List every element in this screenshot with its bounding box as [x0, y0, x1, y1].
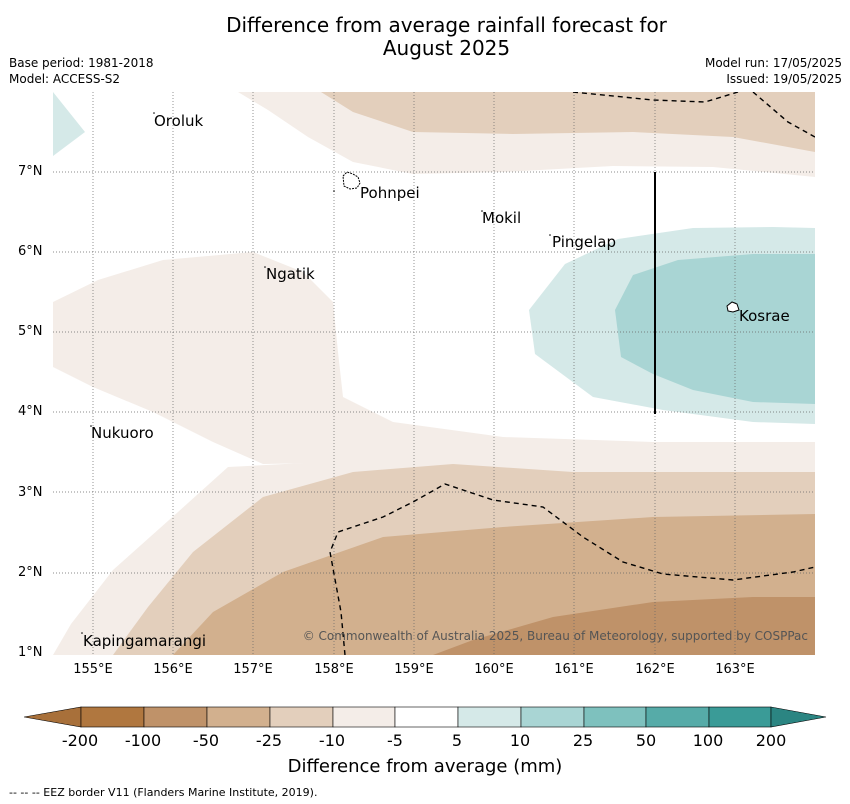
place-oroluk: Oroluk — [154, 112, 203, 130]
colorbar-seg-9 — [645, 706, 710, 728]
eez-border-north — [572, 92, 815, 138]
colorbar-seg-0 — [80, 706, 145, 728]
lon-tick-156: 156°E — [153, 662, 193, 677]
colorbar-extend-low — [24, 706, 82, 728]
rainfall-map: Oroluk Pohnpei Mokil Pingelap Ngatik Kos… — [53, 92, 815, 655]
colorbar-seg-7 — [520, 706, 585, 728]
lat-tick-7: 7°N — [18, 164, 43, 179]
lon-tick-157: 157°E — [233, 662, 273, 677]
contour-wet-northwest — [53, 92, 85, 156]
colorbar-seg-3 — [269, 706, 334, 728]
lon-tick-159: 159°E — [394, 662, 434, 677]
colorbar-label-4: -10 — [318, 731, 346, 750]
eez-border-south — [329, 483, 815, 655]
colorbar-label-5: -5 — [387, 731, 403, 750]
kosrae-island — [726, 301, 740, 313]
place-pingelap: Pingelap — [552, 233, 616, 251]
contour-wet-25 — [615, 254, 815, 404]
base-period: Base period: 1981-2018 — [9, 56, 154, 70]
lon-tick-158: 158°E — [314, 662, 354, 677]
colorbar-label-6: 5 — [451, 731, 463, 750]
lon-tick-155: 155°E — [73, 662, 113, 677]
colorbar-seg-10 — [708, 706, 772, 728]
meta-right: Model run: 17/05/2025 Issued: 19/05/2025 — [705, 55, 842, 87]
lat-tick-4: 4°N — [18, 404, 43, 419]
colorbar-seg-8 — [583, 706, 647, 728]
place-kosrae: Kosrae — [739, 307, 790, 325]
lat-tick-1: 1°N — [18, 645, 43, 660]
title-line-1: Difference from average rainfall forecas… — [226, 13, 667, 37]
lat-tick-3: 3°N — [18, 485, 43, 500]
colorbar-seg-4 — [332, 706, 396, 728]
title-line-2: August 2025 — [382, 36, 511, 60]
pohnpei-island — [342, 171, 361, 190]
colorbar-seg-5 — [394, 706, 459, 728]
colorbar-label-2: -50 — [192, 731, 220, 750]
colorbar-label-11: 200 — [755, 731, 787, 750]
colorbar-label-0: -200 — [61, 731, 99, 750]
lon-tick-162: 162°E — [635, 662, 675, 677]
lon-tick-161: 161°E — [554, 662, 594, 677]
copyright-note: © Commonwealth of Australia 2025, Bureau… — [303, 629, 808, 643]
contour-dry-100 — [433, 597, 815, 655]
colorbar-extend-high — [770, 706, 827, 728]
colorbar-title: Difference from average (mm) — [287, 756, 563, 777]
place-pohnpei: Pohnpei — [360, 184, 420, 202]
issued-date: Issued: 19/05/2025 — [726, 72, 842, 86]
colorbar-label-8: 25 — [572, 731, 594, 750]
place-ngatik: Ngatik — [266, 265, 315, 283]
colorbar-label-9: 50 — [635, 731, 657, 750]
contour-dry-west-10 — [53, 252, 815, 472]
colorbar-seg-6 — [457, 706, 522, 728]
colorbar-label-3: -25 — [255, 731, 283, 750]
eez-legend-note: -- -- -- EEZ border V11 (Flanders Marine… — [9, 786, 318, 799]
lat-tick-6: 6°N — [18, 244, 43, 259]
colorbar-label-7: 10 — [509, 731, 531, 750]
colorbar-seg-2 — [206, 706, 271, 728]
place-nukuoro: Nukuoro — [91, 424, 154, 442]
model-name: Model: ACCESS-S2 — [9, 72, 121, 86]
colorbar-label-1: -100 — [124, 731, 162, 750]
meta-left: Base period: 1981-2018 Model: ACCESS-S2 — [9, 55, 154, 87]
model-run: Model run: 17/05/2025 — [704, 56, 842, 70]
colorbar — [24, 706, 827, 728]
place-kapingamarangi: Kapingamarangi — [83, 632, 206, 650]
chart-title: Difference from average rainfall forecas… — [0, 14, 850, 60]
contour-dry-north-25 — [321, 92, 815, 152]
lat-tick-5: 5°N — [18, 324, 43, 339]
lat-tick-2: 2°N — [18, 565, 43, 580]
atoll-markers — [81, 112, 551, 634]
place-mokil: Mokil — [482, 209, 521, 227]
lon-tick-160: 160°E — [474, 662, 514, 677]
lon-tick-163: 163°E — [715, 662, 755, 677]
colorbar-label-10: 100 — [692, 731, 724, 750]
colorbar-seg-1 — [143, 706, 208, 728]
